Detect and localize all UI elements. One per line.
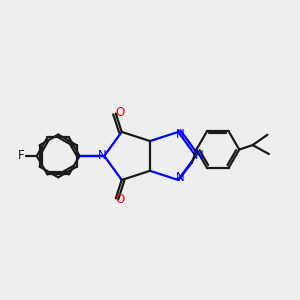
Text: F: F [18, 149, 24, 162]
Text: N: N [176, 171, 184, 184]
Text: O: O [116, 106, 125, 118]
Text: N: N [176, 128, 184, 141]
Text: N: N [195, 149, 204, 162]
Text: O: O [116, 194, 125, 206]
Text: N: N [98, 149, 106, 162]
